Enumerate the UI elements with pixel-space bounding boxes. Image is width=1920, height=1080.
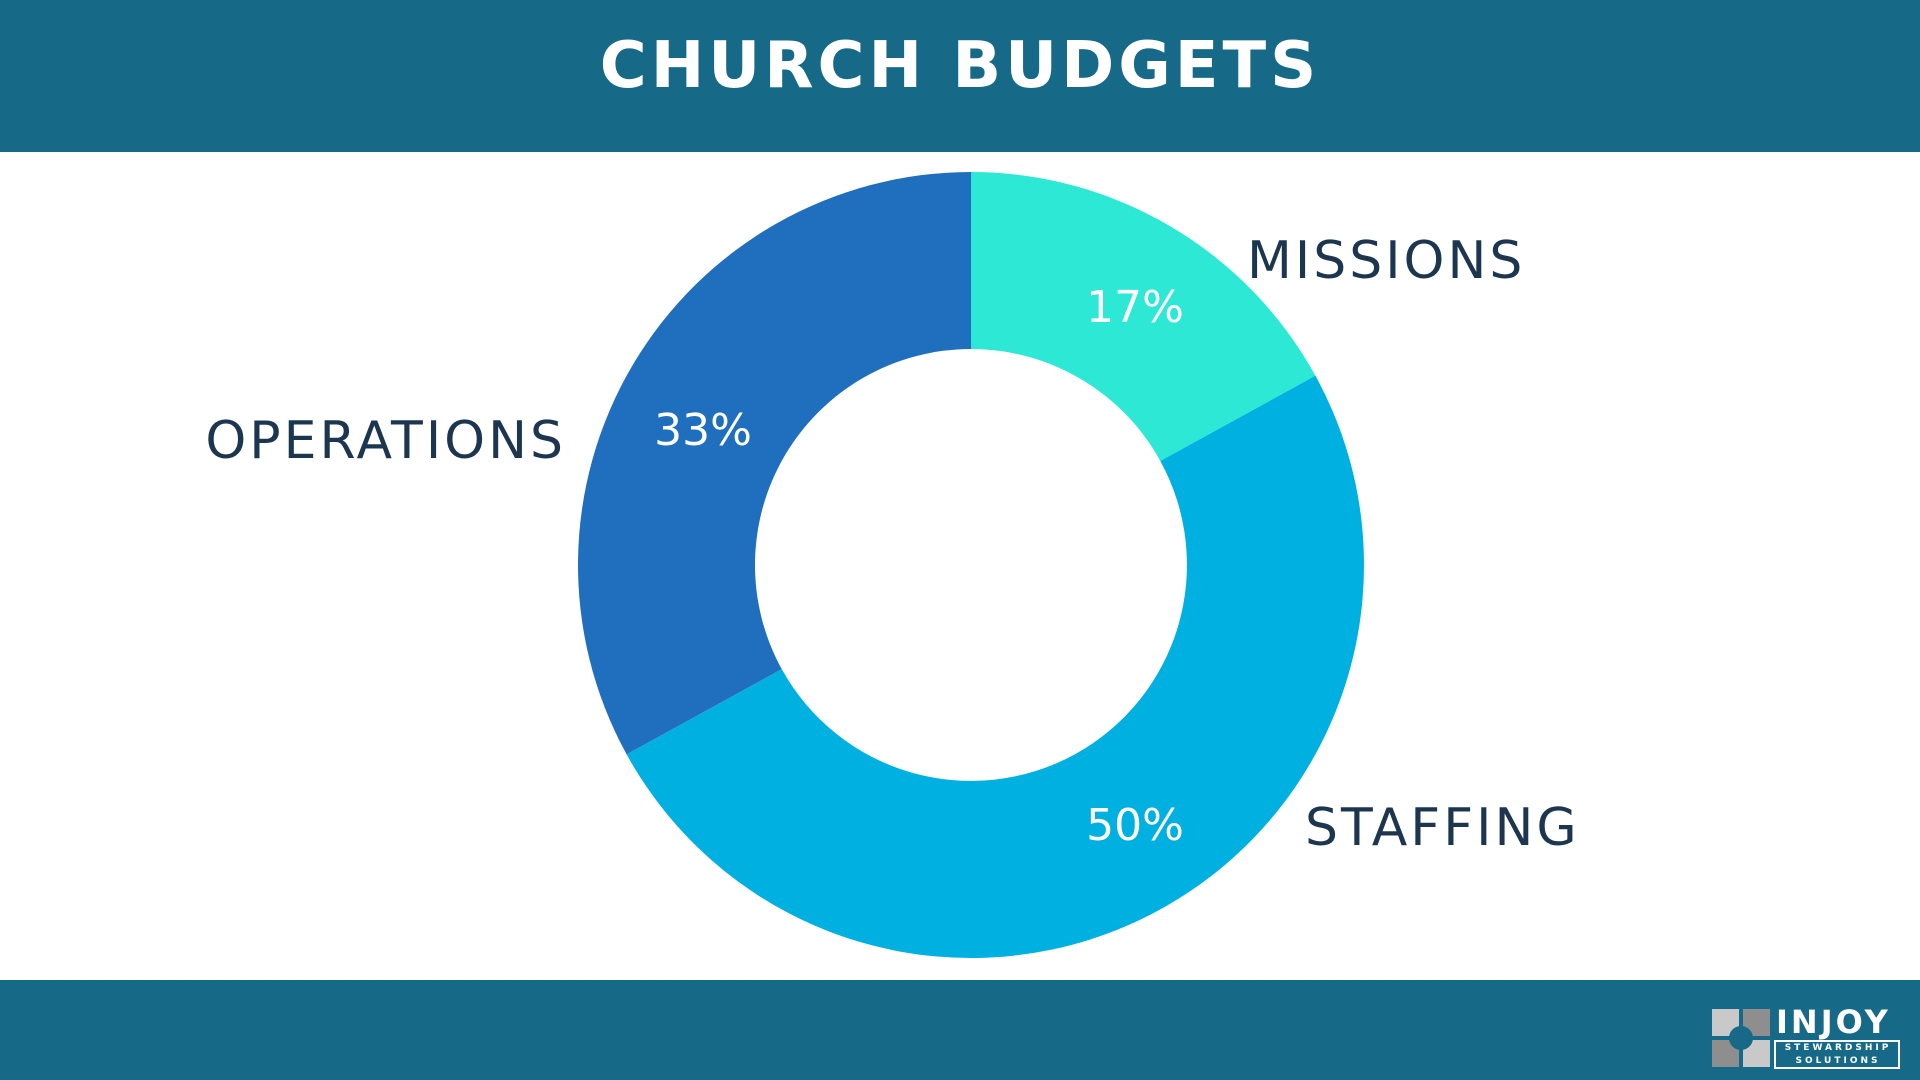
injoy-logo: INJOY STEWARDSHIP SOLUTIONS [1712, 1003, 1904, 1069]
category-label-operations: OPERATIONS [205, 411, 566, 471]
slice-staffing [626, 375, 1364, 959]
slice-operations [578, 172, 971, 755]
logo-mark-icon [1712, 1009, 1770, 1067]
value-label-operations: 33% [654, 405, 752, 456]
logo-wordmark: INJOY [1776, 1003, 1891, 1041]
footer-band [0, 980, 1920, 1080]
logo-subtitle-2: SOLUTIONS [1795, 1056, 1881, 1066]
category-label-staffing: STAFFING [1305, 798, 1580, 858]
value-label-staffing: 50% [1086, 800, 1184, 851]
value-label-missions: 17% [1086, 282, 1184, 333]
logo-subtitle-1: STEWARDSHIP [1784, 1043, 1892, 1053]
page-title: CHURCH BUDGETS [599, 29, 1321, 103]
logo-frame [1774, 1040, 1900, 1069]
slice-missions [971, 172, 1316, 461]
category-label-missions: MISSIONS [1247, 231, 1525, 291]
header-band: CHURCH BUDGETS [0, 0, 1920, 152]
donut-chart: 17% MISSIONS 50% STAFFING 33% OPERATIONS [205, 172, 1580, 959]
